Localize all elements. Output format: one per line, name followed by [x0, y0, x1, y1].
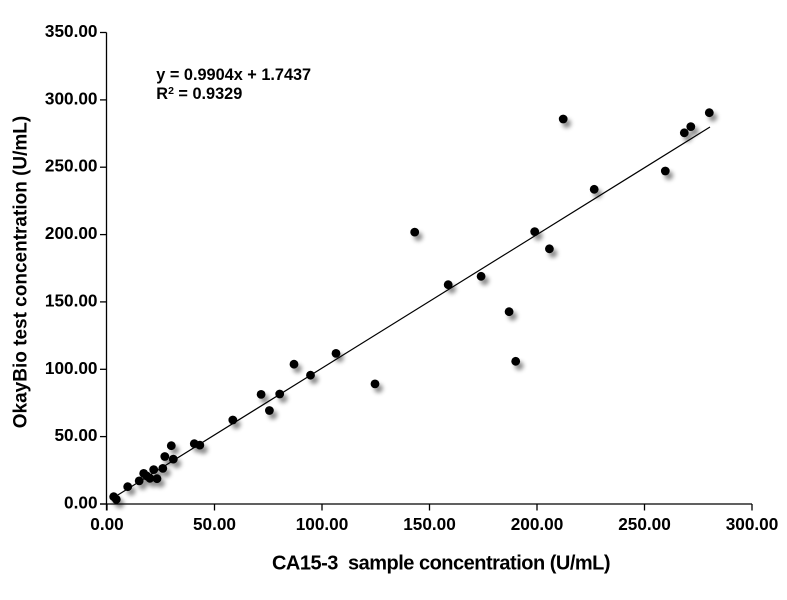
- svg-text:50.00: 50.00: [193, 514, 236, 534]
- svg-text:OkayBio test concentration (U/: OkayBio test concentration (U/mL): [10, 116, 31, 429]
- svg-text:250.00: 250.00: [618, 514, 671, 534]
- svg-text:50.00: 50.00: [54, 425, 97, 445]
- svg-text:0.00: 0.00: [90, 514, 123, 534]
- svg-text:0.00: 0.00: [64, 493, 97, 513]
- svg-text:150.00: 150.00: [45, 290, 98, 310]
- svg-text:250.00: 250.00: [45, 156, 98, 176]
- svg-text:200.00: 200.00: [511, 514, 564, 534]
- svg-text:100.00: 100.00: [296, 514, 349, 534]
- svg-text:200.00: 200.00: [45, 223, 98, 243]
- svg-text:CA15-3 sample concentration (: CA15-3 sample concentration (U/mL): [272, 553, 610, 575]
- svg-text:150.00: 150.00: [403, 514, 456, 534]
- svg-text:R2 = 0.9329: R2 = 0.9329: [156, 85, 242, 103]
- svg-text:300.00: 300.00: [45, 88, 98, 108]
- svg-text:300.00: 300.00: [726, 514, 779, 534]
- svg-text:100.00: 100.00: [45, 358, 98, 378]
- svg-text:350.00: 350.00: [45, 21, 98, 41]
- svg-text:y = 0.9904x + 1.7437: y = 0.9904x + 1.7437: [156, 66, 311, 84]
